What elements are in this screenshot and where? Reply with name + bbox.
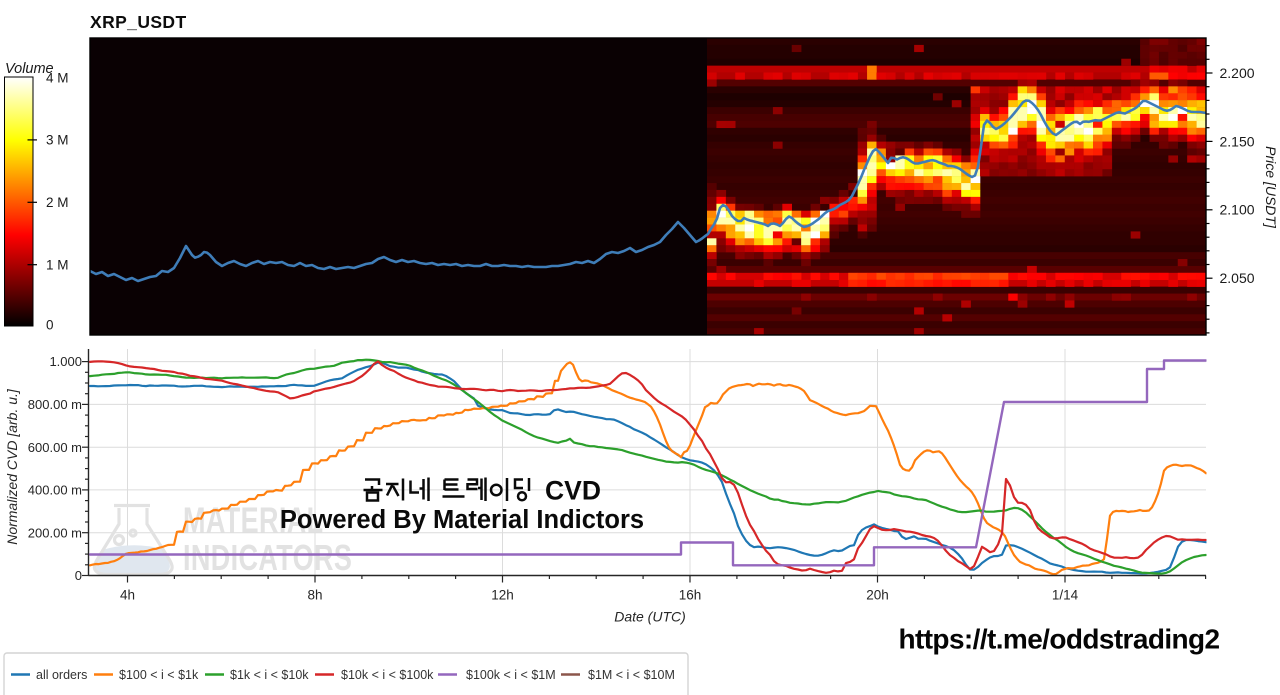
svg-text:$1k < i < $10k: $1k < i < $10k	[230, 668, 309, 682]
svg-text:20h: 20h	[866, 588, 889, 603]
svg-text:12h: 12h	[491, 588, 514, 603]
svg-text:Date (UTC): Date (UTC)	[614, 609, 686, 625]
svg-text:CVD: CVD	[545, 476, 601, 506]
svg-text:200.00 m: 200.00 m	[28, 525, 82, 540]
svg-text:MATERIAL: MATERIAL	[183, 500, 323, 541]
svg-text:$10k < i < $100k: $10k < i < $100k	[341, 668, 434, 682]
svg-text:2.050: 2.050	[1220, 270, 1255, 286]
svg-text:all orders: all orders	[36, 668, 87, 682]
svg-text:1 M: 1 M	[46, 258, 69, 273]
svg-text:$100k < i < $1M: $100k < i < $1M	[466, 668, 556, 682]
svg-text:0: 0	[46, 317, 54, 332]
svg-text:600.00 m: 600.00 m	[28, 440, 82, 455]
svg-text:3 M: 3 M	[46, 133, 69, 148]
svg-text:2.200: 2.200	[1220, 65, 1255, 81]
svg-text:Powered By Material Indictors: Powered By Material Indictors	[280, 506, 644, 534]
svg-text:16h: 16h	[679, 588, 702, 603]
svg-text:INDICATORS: INDICATORS	[183, 537, 352, 578]
svg-text:4h: 4h	[120, 588, 135, 603]
svg-text:2.150: 2.150	[1220, 133, 1255, 149]
svg-text:800.00 m: 800.00 m	[28, 397, 82, 412]
svg-text:https://t.me/oddstrading2: https://t.me/oddstrading2	[898, 624, 1219, 655]
svg-text:4 M: 4 M	[46, 70, 69, 85]
svg-text:1/14: 1/14	[1052, 588, 1079, 603]
svg-text:8h: 8h	[307, 588, 322, 603]
svg-text:XRP_USDT: XRP_USDT	[90, 12, 187, 32]
svg-text:1.000: 1.000	[49, 354, 82, 369]
svg-text:Price [USDT]: Price [USDT]	[1263, 146, 1279, 229]
svg-text:Volume: Volume	[5, 61, 54, 77]
svg-text:$100 < i < $1k: $100 < i < $1k	[119, 668, 199, 682]
svg-text:0: 0	[75, 568, 82, 583]
svg-text:2 M: 2 M	[46, 195, 69, 210]
svg-text:$1M < i < $10M: $1M < i < $10M	[588, 668, 675, 682]
svg-text:Normalized CVD [arb. u.]: Normalized CVD [arb. u.]	[4, 388, 20, 545]
svg-text:400.00 m: 400.00 m	[28, 483, 82, 498]
svg-text:2.100: 2.100	[1220, 202, 1255, 218]
